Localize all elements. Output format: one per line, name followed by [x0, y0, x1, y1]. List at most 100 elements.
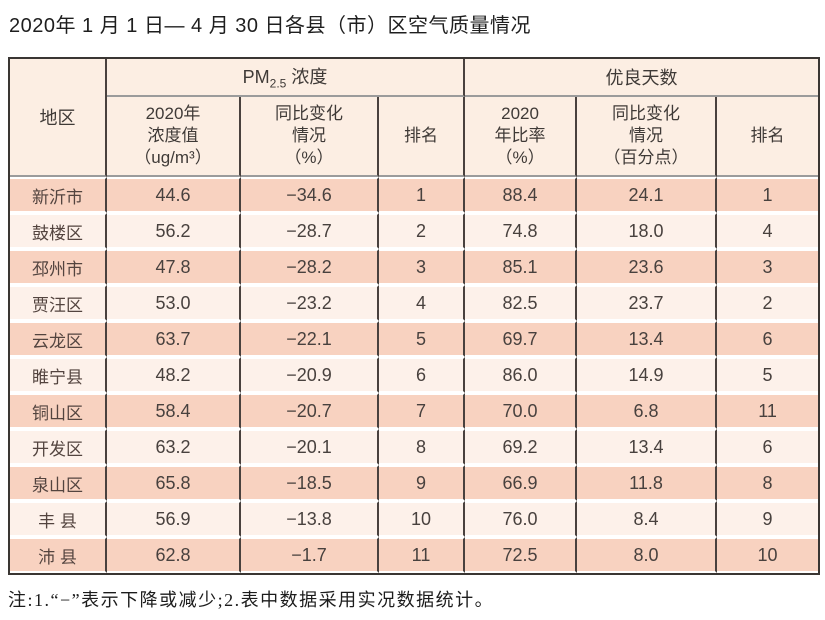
pm25-rank-cell: 7	[379, 393, 466, 429]
region-cell: 邳州市	[10, 249, 107, 285]
ratio-change-cell: 23.6	[577, 249, 718, 285]
days-rank-cell: 9	[717, 501, 819, 537]
page-title: 2020年 1 月 1 日— 4 月 30 日各县（市）区空气质量情况	[9, 15, 532, 37]
region-cell: 新沂市	[10, 177, 107, 213]
header-sub-row: 2020年 浓度值 （ug/m³） 同比变化 情况 （%） 排名 2020 年比…	[10, 97, 819, 177]
pm25-rank-cell: 11	[379, 537, 466, 573]
ratio-change-cell: 24.1	[577, 177, 718, 213]
region-cell: 睢宁县	[10, 357, 107, 393]
ratio-cell: 69.2	[465, 429, 578, 465]
days-rank-cell: 3	[717, 249, 819, 285]
pm25-change-cell: −20.7	[241, 393, 379, 429]
days-rank-cell: 2	[717, 285, 819, 321]
table-row: 云龙区 63.7 −22.1 5 69.7 13.4 6	[10, 321, 819, 357]
pm25-rank-cell: 2	[379, 213, 466, 249]
col-header-pm25-change: 同比变化 情况 （%）	[241, 97, 379, 177]
pm25-rank-cell: 10	[379, 501, 466, 537]
ratio-cell: 69.7	[465, 321, 578, 357]
table-row: 邳州市 47.8 −28.2 3 85.1 23.6 3	[10, 249, 819, 285]
col-header-pm25-value: 2020年 浓度值 （ug/m³）	[107, 97, 241, 177]
region-cell: 贾汪区	[10, 285, 107, 321]
region-cell: 铜山区	[10, 393, 107, 429]
pm25-value-cell: 47.8	[107, 249, 241, 285]
pm25-value-cell: 44.6	[107, 177, 241, 213]
ratio-cell: 76.0	[465, 501, 578, 537]
pm25-value-cell: 56.9	[107, 501, 241, 537]
ratio-change-cell: 6.8	[577, 393, 718, 429]
pm25-value-cell: 62.8	[107, 537, 241, 573]
table-row: 泉山区 65.8 −18.5 9 66.9 11.8 8	[10, 465, 819, 501]
pm25-label: PM2.5 浓度	[242, 67, 328, 91]
ratio-cell: 74.8	[465, 213, 578, 249]
table-row: 开发区 63.2 −20.1 8 69.2 13.4 6	[10, 429, 819, 465]
table-row: 丰 县 56.9 −13.8 10 76.0 8.4 9	[10, 501, 819, 537]
pm25-change-cell: −22.1	[241, 321, 379, 357]
ratio-change-cell: 23.7	[577, 285, 718, 321]
pm25-rank-cell: 4	[379, 285, 466, 321]
ratio-change-cell: 11.8	[577, 465, 718, 501]
pm25-rank-cell: 6	[379, 357, 466, 393]
pm25-change-cell: −20.1	[241, 429, 379, 465]
ratio-cell: 70.0	[465, 393, 578, 429]
table-row: 沛 县 62.8 −1.7 11 72.5 8.0 10	[10, 537, 819, 573]
ratio-change-cell: 13.4	[577, 321, 718, 357]
pm25-change-cell: −13.8	[241, 501, 379, 537]
pm25-rank-cell: 1	[379, 177, 466, 213]
col-header-days-rank: 排名	[717, 97, 819, 177]
ratio-cell: 86.0	[465, 357, 578, 393]
pm25-value-cell: 65.8	[107, 465, 241, 501]
pm25-change-cell: −18.5	[241, 465, 379, 501]
region-cell: 云龙区	[10, 321, 107, 357]
header-group-row: 地区 PM2.5 浓度 优良天数	[10, 59, 819, 177]
pm25-value-cell: 53.0	[107, 285, 241, 321]
pm25-value-cell: 58.4	[107, 393, 241, 429]
days-rank-cell: 5	[717, 357, 819, 393]
pm25-value-cell: 48.2	[107, 357, 241, 393]
table-row: 贾汪区 53.0 −23.2 4 82.5 23.7 2	[10, 285, 819, 321]
pm25-change-cell: −34.6	[241, 177, 379, 213]
region-cell: 泉山区	[10, 465, 107, 501]
pm25-change-cell: −20.9	[241, 357, 379, 393]
ratio-change-cell: 13.4	[577, 429, 718, 465]
pm25-change-cell: −23.2	[241, 285, 379, 321]
ratio-cell: 66.9	[465, 465, 578, 501]
col-header-ratio: 2020 年比率 （%）	[465, 97, 578, 177]
ratio-cell: 88.4	[465, 177, 578, 213]
ratio-change-cell: 8.0	[577, 537, 718, 573]
col-header-pm25-rank: 排名	[379, 97, 466, 177]
pm25-value-cell: 56.2	[107, 213, 241, 249]
col-group-good-days: 优良天数	[465, 59, 819, 97]
region-cell: 鼓楼区	[10, 213, 107, 249]
ratio-cell: 72.5	[465, 537, 578, 573]
table-row: 鼓楼区 56.2 −28.7 2 74.8 18.0 4	[10, 213, 819, 249]
days-rank-cell: 8	[717, 465, 819, 501]
ratio-cell: 85.1	[465, 249, 578, 285]
pm25-rank-cell: 9	[379, 465, 466, 501]
days-rank-cell: 6	[717, 321, 819, 357]
ratio-cell: 82.5	[465, 285, 578, 321]
col-header-region: 地区	[10, 59, 107, 177]
air-quality-table: 地区 PM2.5 浓度 优良天数 2020年 浓度值 （ug/m³） 同比变化 …	[8, 57, 820, 575]
pm25-rank-cell: 8	[379, 429, 466, 465]
days-rank-cell: 1	[717, 177, 819, 213]
days-rank-cell: 11	[717, 393, 819, 429]
footnote: 注:1.“−”表示下降或减少;2.表中数据采用实况数据统计。	[8, 590, 495, 610]
table-row: 新沂市 44.6 −34.6 1 88.4 24.1 1	[10, 177, 819, 213]
days-rank-cell: 10	[717, 537, 819, 573]
data-table: 地区 PM2.5 浓度 优良天数 2020年 浓度值 （ug/m³） 同比变化 …	[10, 59, 819, 573]
table-row: 铜山区 58.4 −20.7 7 70.0 6.8 11	[10, 393, 819, 429]
days-rank-cell: 6	[717, 429, 819, 465]
pm25-value-cell: 63.7	[107, 321, 241, 357]
pm25-value-cell: 63.2	[107, 429, 241, 465]
col-header-ratio-change: 同比变化 情况 （百分点）	[577, 97, 718, 177]
pm25-rank-cell: 3	[379, 249, 466, 285]
ratio-change-cell: 14.9	[577, 357, 718, 393]
ratio-change-cell: 8.4	[577, 501, 718, 537]
ratio-change-cell: 18.0	[577, 213, 718, 249]
col-group-pm25: PM2.5 浓度	[107, 59, 466, 97]
region-cell: 丰 县	[10, 501, 107, 537]
pm25-change-cell: −28.2	[241, 249, 379, 285]
pm25-change-cell: −28.7	[241, 213, 379, 249]
days-rank-cell: 4	[717, 213, 819, 249]
region-cell: 开发区	[10, 429, 107, 465]
